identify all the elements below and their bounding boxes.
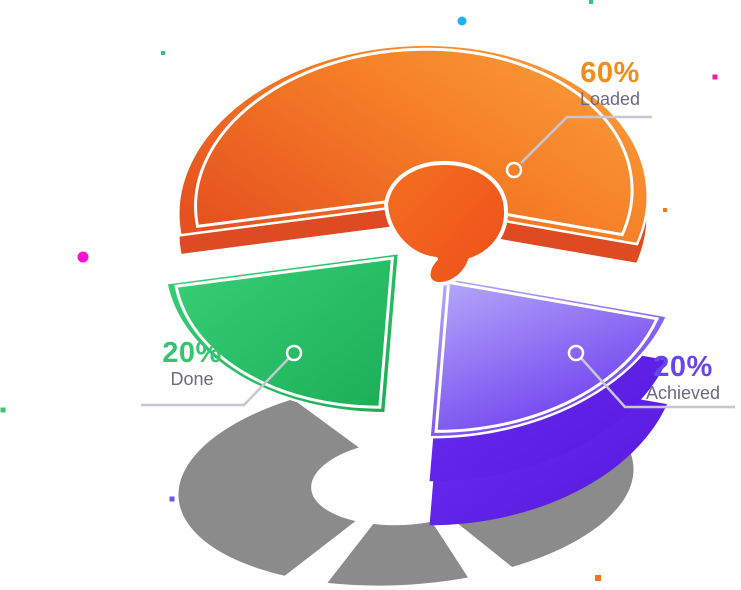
slice-achieved[interactable] — [418, 262, 674, 439]
slice-done[interactable] — [165, 253, 410, 428]
marker-ring-done — [285, 344, 303, 362]
shadow-segment-bottom — [327, 521, 469, 586]
decor-dot — [663, 208, 667, 212]
slice-loaded-highlight-line — [185, 35, 635, 264]
leader-line-loaded — [520, 115, 652, 164]
decor-dot — [169, 496, 175, 502]
shadow-segment-left — [178, 399, 359, 576]
center-cap — [384, 160, 509, 287]
decor-dot — [161, 51, 165, 55]
decor-dot — [595, 575, 601, 581]
slice-done-highlight-line — [175, 258, 402, 421]
slice-achieved-highlight-line — [426, 268, 664, 432]
slice-achieved-group — [418, 262, 674, 526]
decor-dot — [77, 251, 89, 263]
decor-dot — [0, 407, 6, 413]
slice-loaded[interactable] — [167, 29, 651, 276]
leader-line-achieved — [580, 357, 735, 409]
slice-loaded-group — [167, 29, 651, 296]
slice-done-group — [165, 253, 410, 428]
marker-ring-achieved — [567, 344, 585, 362]
decor-dot — [589, 0, 593, 4]
decor-dot — [457, 16, 467, 26]
decor-dot — [712, 74, 718, 80]
leader-line-done — [141, 357, 290, 407]
marker-ring-loaded — [505, 161, 523, 179]
